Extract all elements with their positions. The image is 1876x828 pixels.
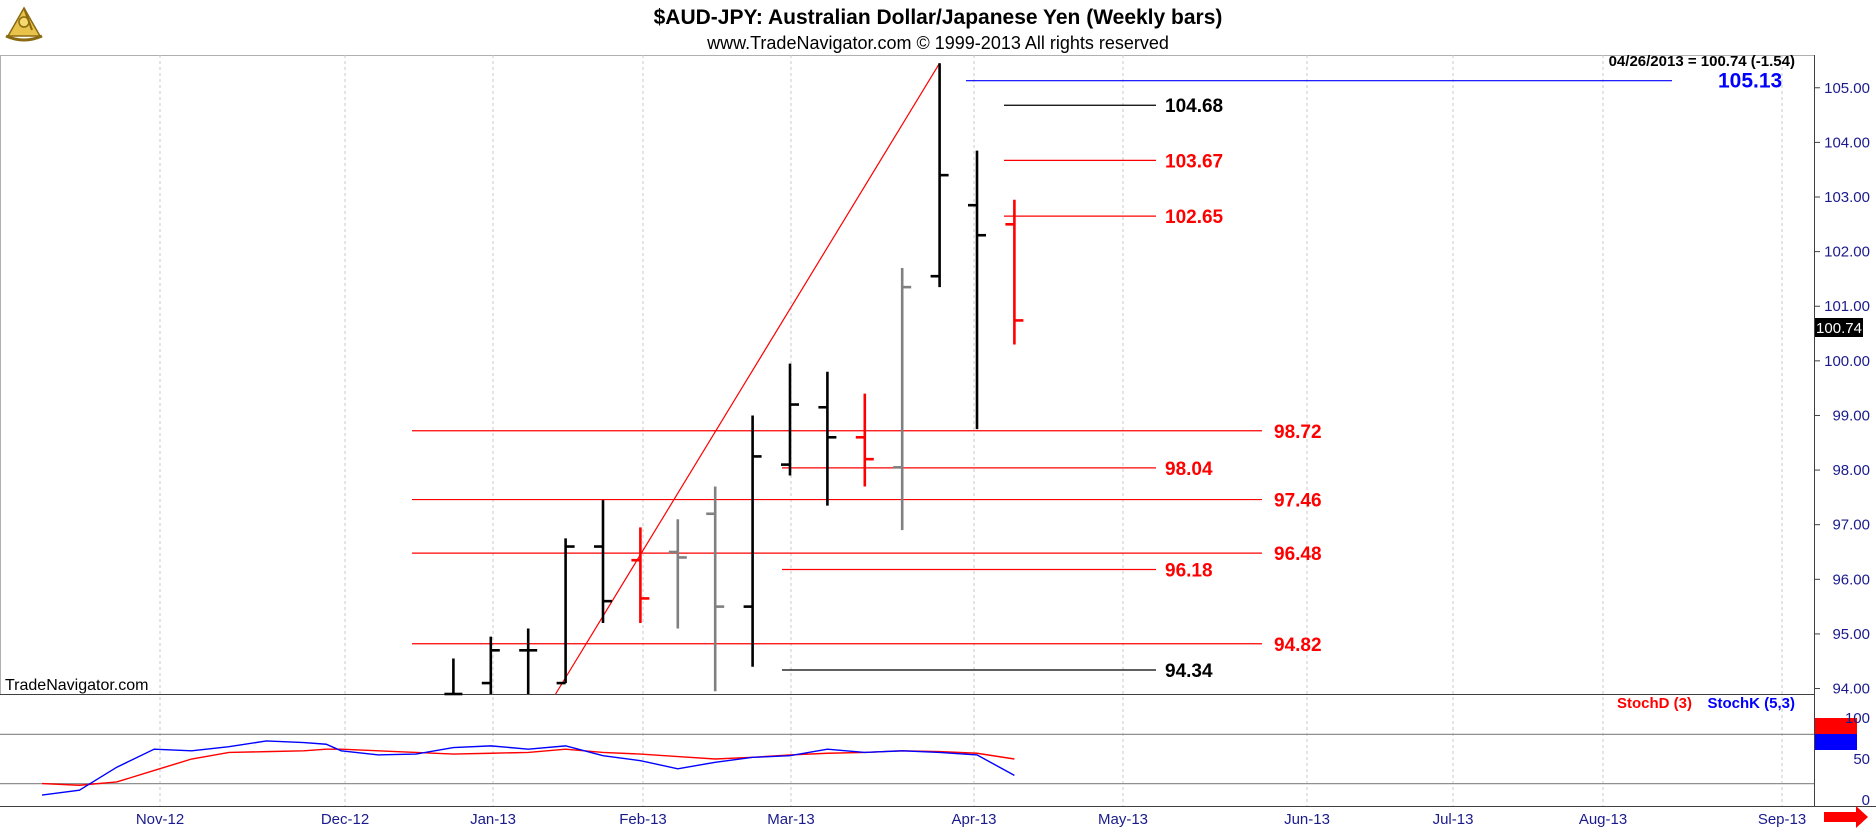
ohlc-bar: [743, 415, 762, 667]
price-level-label: 96.18: [1165, 560, 1213, 581]
stoch-y-tick-label: 0: [1862, 792, 1870, 809]
price-level-label: 94.82: [1274, 635, 1322, 656]
x-tick-label: Jul-13: [1433, 811, 1474, 828]
ohlc-bar: [706, 486, 725, 692]
x-tick-label: May-13: [1098, 811, 1148, 828]
price-panel-frame: [0, 55, 1815, 695]
y-tick-label: 95.00: [1832, 626, 1870, 643]
y-tick-label: 100.00: [1824, 353, 1870, 370]
stoch-y-tick-label: 100: [1845, 710, 1870, 727]
chart-subtitle: www.TradeNavigator.com © 1999-2013 All r…: [706, 33, 1169, 53]
price-level-label: 94.34: [1165, 661, 1213, 682]
price-level-label: 102.65: [1165, 207, 1224, 228]
ohlc-bar: [781, 363, 799, 476]
last-price-tag-bg: [1815, 318, 1863, 337]
price-level-label: 103.67: [1165, 151, 1223, 172]
scroll-right-arrow-icon[interactable]: [1824, 806, 1868, 828]
watermark: TradeNavigator.com: [5, 677, 148, 694]
ohlc-bar: [556, 538, 575, 685]
price-level-label: 98.04: [1165, 459, 1213, 480]
ohlc-bar: [481, 636, 500, 694]
x-tick-label: Jun-13: [1284, 811, 1330, 828]
ohlc-bar: [594, 500, 612, 623]
y-tick-label: 101.00: [1824, 298, 1870, 315]
x-tick-label: Mar-13: [767, 811, 815, 828]
price-level-label: 98.72: [1274, 422, 1322, 443]
stoch-y-tick-label: 50: [1853, 751, 1870, 768]
price-level-label: 105.13: [1718, 70, 1782, 93]
ohlc-bar: [631, 527, 650, 623]
ohlc-bar: [668, 519, 687, 629]
y-tick-label: 104.00: [1824, 134, 1870, 151]
price-level-label: 97.46: [1274, 491, 1322, 512]
ohlc-bar: [818, 371, 837, 506]
x-tick-label: Nov-12: [136, 811, 184, 828]
trend-line: [555, 62, 941, 695]
y-tick-label: 97.00: [1832, 517, 1870, 534]
ohlc-bar: [968, 150, 986, 430]
x-tick-label: Aug-13: [1579, 811, 1627, 828]
ohlc-bar: [930, 63, 949, 288]
x-tick-label: Apr-13: [951, 811, 996, 828]
x-tick-label: Jan-13: [470, 811, 516, 828]
y-tick-label: 98.00: [1832, 462, 1870, 479]
sextant-logo-icon: [5, 6, 43, 42]
last-price-tag: 100.74: [1816, 320, 1862, 337]
y-tick-label: 103.00: [1824, 189, 1870, 206]
stoch-d-legend: StochD (3): [1617, 695, 1692, 712]
price-level-label: 96.48: [1274, 544, 1322, 565]
stoch-k-value-tag: [1815, 734, 1857, 750]
price-level-label: 104.68: [1165, 96, 1223, 117]
ohlc-bar: [893, 268, 912, 531]
y-tick-label: 105.00: [1824, 80, 1870, 97]
ohlc-bar: [519, 628, 538, 694]
ohlc-bar: [1005, 199, 1024, 345]
stoch-series-line: [41, 740, 1015, 796]
ohlc-bar: [855, 393, 874, 487]
stoch-series-line: [41, 748, 1015, 786]
y-tick-label: 99.00: [1832, 407, 1870, 424]
last-bar-info: 04/26/2013 = 100.74 (-1.54): [1609, 53, 1795, 70]
chart-title: $AUD-JPY: Australian Dollar/Japanese Yen…: [654, 6, 1223, 29]
x-tick-label: Feb-13: [619, 811, 667, 828]
x-tick-label: Sep-13: [1758, 811, 1806, 828]
x-tick-label: Dec-12: [321, 811, 369, 828]
y-tick-label: 96.00: [1832, 571, 1870, 588]
y-tick-label: 94.00: [1832, 681, 1870, 698]
stoch-k-legend: StochK (5,3): [1707, 695, 1795, 712]
ohlc-bar: [444, 658, 463, 696]
stoch-d-value-tag: [1815, 718, 1857, 734]
y-tick-label: 102.00: [1824, 244, 1870, 261]
